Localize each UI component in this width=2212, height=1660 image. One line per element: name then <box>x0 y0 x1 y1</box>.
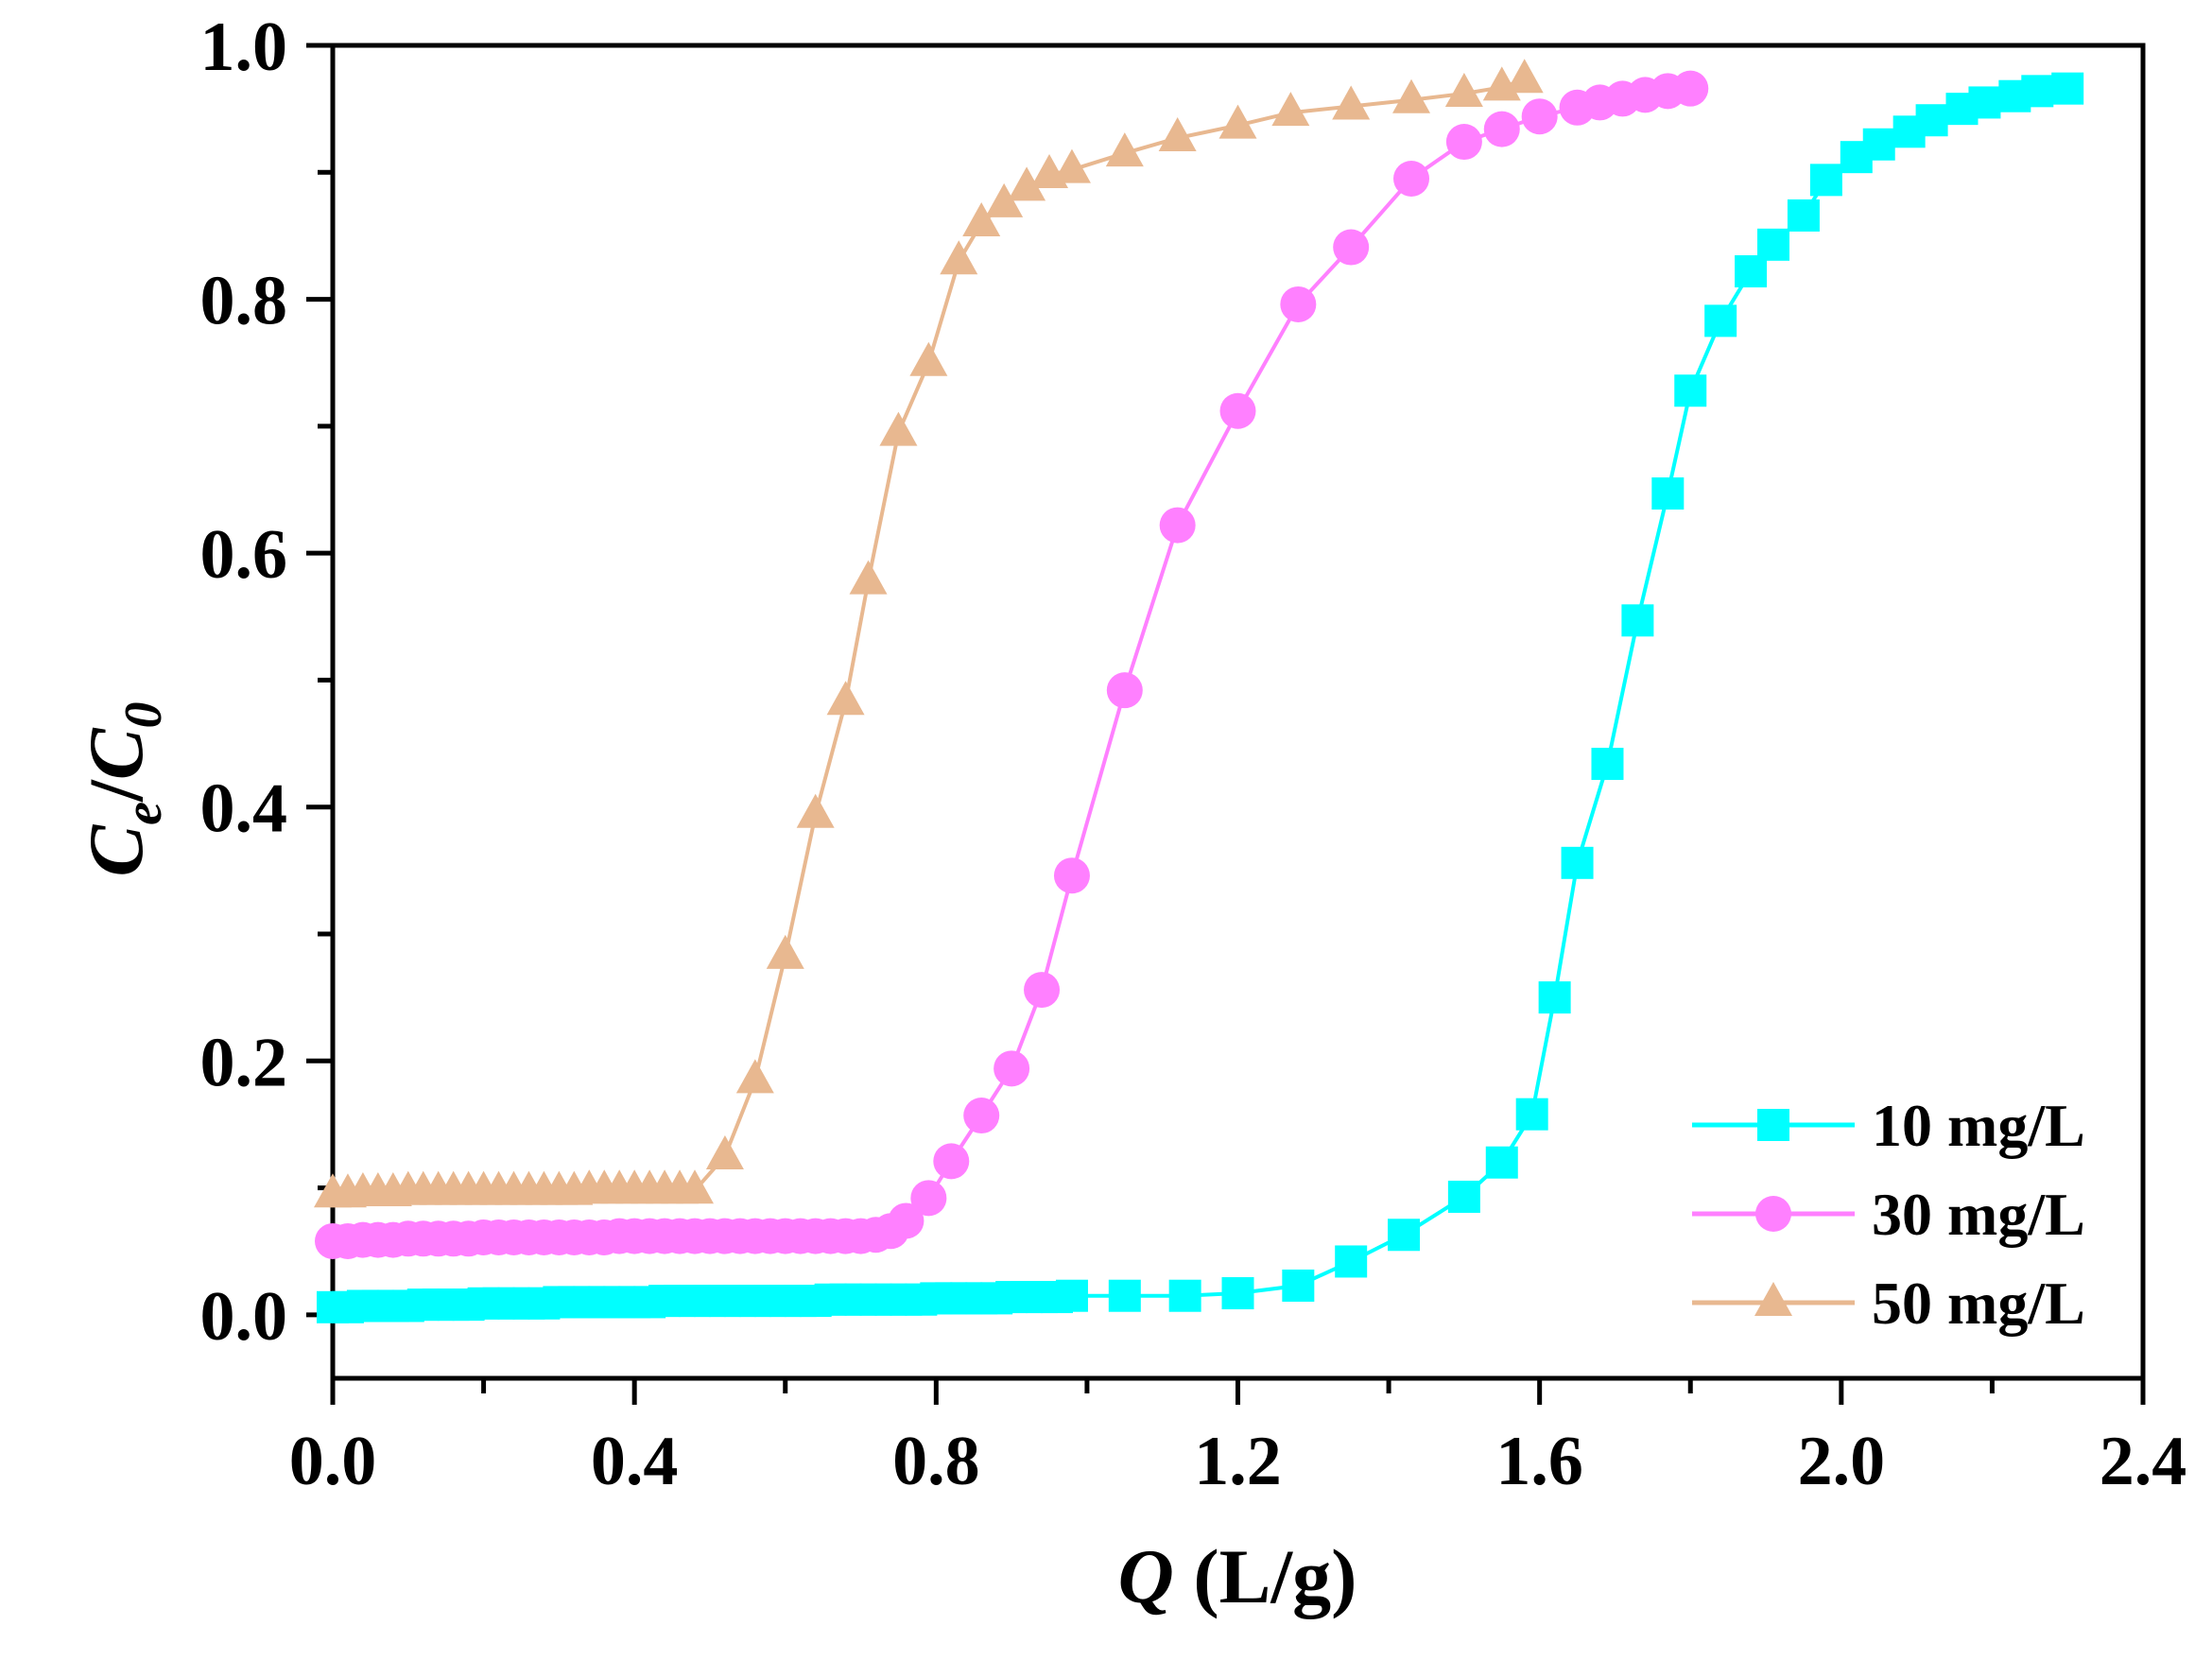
tick-labels: 0.0 0.4 0.8 1.2 1.6 2.0 2.4 0.0 0.2 0.4 0.6 0.8 1.0 <box>200 9 2187 1500</box>
data-point <box>963 1098 1000 1134</box>
data-point <box>1651 477 1685 510</box>
legend-entry: 30 mg/L <box>1692 1181 2085 1248</box>
data-point <box>1168 1279 1201 1312</box>
x-tick-label: 1.6 <box>1495 1423 1583 1500</box>
data-point <box>1388 1219 1421 1252</box>
x-tick-label: 0.4 <box>591 1423 679 1500</box>
x-tick-label: 0.8 <box>892 1423 980 1500</box>
data-point <box>1105 132 1144 167</box>
data-point <box>1282 1269 1315 1302</box>
data-point <box>910 1180 947 1217</box>
y-tick-label: 0.2 <box>200 1024 288 1101</box>
legend-label: 50 mg/L <box>1872 1270 2085 1337</box>
data-point <box>676 1169 714 1204</box>
series-3 <box>314 59 1544 1208</box>
data-point <box>2021 75 2054 108</box>
data-point <box>1444 73 1483 108</box>
legend-entry: 50 mg/L <box>1692 1270 2085 1337</box>
data-point <box>1335 1245 1368 1278</box>
data-point <box>1008 166 1046 201</box>
data-point <box>826 681 865 716</box>
y-tick-label: 1.0 <box>200 9 288 86</box>
data-point <box>1521 98 1558 135</box>
data-point <box>796 793 835 828</box>
data-point <box>1674 374 1707 407</box>
data-point <box>1221 1277 1254 1310</box>
data-point <box>1862 128 1895 161</box>
data-point <box>849 560 888 595</box>
data-point <box>1218 104 1257 139</box>
data-point <box>1280 285 1317 322</box>
data-point <box>1271 92 1310 127</box>
data-point <box>1106 672 1143 709</box>
data-point <box>1968 86 2001 119</box>
data-point <box>1445 124 1482 161</box>
data-point <box>879 411 918 446</box>
data-point <box>1108 1279 1141 1312</box>
series-layer <box>314 59 2084 1323</box>
data-point <box>1591 748 1624 781</box>
data-point <box>1447 1180 1480 1213</box>
data-point <box>1485 1146 1518 1179</box>
data-point <box>1332 85 1371 120</box>
y-axis-title: Ce/C0 <box>73 701 173 876</box>
series-2 <box>315 70 1709 1259</box>
data-point <box>1053 857 1090 894</box>
data-point <box>962 202 1001 236</box>
data-point <box>1392 78 1431 113</box>
x-tick-label: 0.0 <box>289 1423 377 1500</box>
legend-label: 30 mg/L <box>1872 1181 2085 1248</box>
data-point <box>1024 972 1061 1009</box>
data-point <box>1809 164 1842 197</box>
y-tick-label: 0.6 <box>200 516 288 594</box>
y-tick-label: 0.0 <box>200 1278 288 1356</box>
data-point <box>2051 72 2084 105</box>
legend-marker <box>1754 1282 1792 1316</box>
data-point <box>1915 104 1948 137</box>
data-point <box>766 934 804 969</box>
legend: 10 mg/L 30 mg/L 50 mg/L <box>1692 1092 2085 1337</box>
data-point <box>1505 59 1544 94</box>
x-tick-label: 2.0 <box>1798 1423 1886 1500</box>
data-point <box>1159 507 1196 544</box>
data-point <box>909 341 948 376</box>
data-point <box>1757 228 1790 261</box>
legend-marker <box>1755 1196 1791 1232</box>
data-point <box>994 1050 1030 1087</box>
data-point <box>1393 161 1430 197</box>
x-axis-title: Q (L/g) <box>1118 1533 1357 1619</box>
data-point <box>1672 70 1709 107</box>
data-point <box>1052 148 1091 183</box>
data-point <box>1515 1098 1548 1131</box>
data-point <box>1787 199 1820 232</box>
y-tick-label: 0.4 <box>200 770 288 848</box>
data-point <box>1561 846 1594 879</box>
data-point <box>705 1135 744 1169</box>
data-point <box>1704 304 1737 337</box>
data-point <box>1333 229 1370 266</box>
x-tick-label: 2.4 <box>2100 1423 2187 1500</box>
data-point <box>888 1202 925 1239</box>
data-point <box>933 1143 970 1180</box>
legend-label: 10 mg/L <box>1872 1092 2085 1159</box>
data-point <box>985 182 1024 217</box>
data-point <box>1158 117 1197 152</box>
x-tick-label: 1.2 <box>1194 1423 1282 1500</box>
data-point <box>1219 392 1256 429</box>
data-point <box>1483 111 1520 147</box>
series-1 <box>317 72 2084 1323</box>
legend-entry: 10 mg/L <box>1692 1092 2085 1159</box>
data-point <box>1538 981 1571 1014</box>
data-point <box>940 240 978 275</box>
y-tick-label: 0.8 <box>200 263 288 340</box>
data-point <box>1055 1279 1088 1312</box>
axis-ticks <box>306 43 2146 1405</box>
legend-marker <box>1757 1109 1789 1141</box>
data-point <box>1621 604 1654 637</box>
data-point <box>735 1059 774 1094</box>
